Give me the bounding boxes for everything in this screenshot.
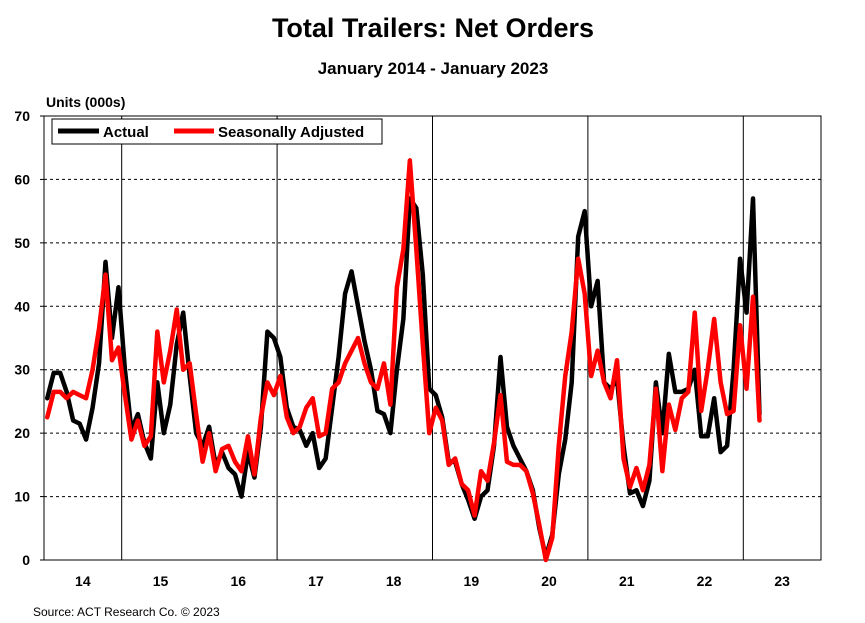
- x-tick-label-15: 15: [153, 573, 169, 589]
- x-tick-label-22: 22: [697, 573, 713, 589]
- legend-label-seasonally-adjusted: Seasonally Adjusted: [218, 124, 364, 141]
- y-tick-label-30: 30: [14, 362, 30, 378]
- y-tick-label-20: 20: [14, 425, 30, 441]
- legend-box: [51, 118, 383, 145]
- chart-subtitle: January 2014 - January 2023: [318, 59, 549, 78]
- plot-area-frame: [43, 115, 822, 561]
- year-separators: [121, 116, 744, 560]
- y-tick-label-10: 10: [14, 489, 30, 505]
- series-line-actual: [44, 196, 762, 560]
- x-axis-ticks: 14 15 16 17 18 19 20 21 22 23: [75, 573, 790, 589]
- legend-label-actual: Actual: [103, 124, 149, 141]
- x-tick-label-21: 21: [619, 573, 635, 589]
- x-tick-label-18: 18: [386, 573, 402, 589]
- y-tick-label-40: 40: [14, 298, 30, 314]
- legend: Actual Seasonally Adjusted: [51, 118, 383, 145]
- series-lines: [44, 158, 762, 563]
- x-tick-label-16: 16: [230, 573, 246, 589]
- x-tick-label-14: 14: [75, 573, 91, 589]
- y-axis-unit-label: Units (000s): [46, 94, 125, 110]
- chart-title: Total Trailers: Net Orders: [272, 13, 594, 43]
- x-tick-label-20: 20: [541, 573, 557, 589]
- y-tick-label-60: 60: [14, 171, 30, 187]
- x-tick-label-17: 17: [308, 573, 324, 589]
- y-tick-label-70: 70: [14, 108, 30, 124]
- source-note: Source: ACT Research Co. © 2023: [33, 605, 220, 619]
- series-line-seasonally-adjusted: [44, 158, 762, 563]
- y-tick-label-0: 0: [22, 552, 30, 568]
- x-tick-label-19: 19: [464, 573, 480, 589]
- y-axis-ticks: 0 10 20 30 40 50 60 70: [14, 108, 44, 568]
- y-tick-label-50: 50: [14, 235, 30, 251]
- x-tick-label-23: 23: [774, 573, 790, 589]
